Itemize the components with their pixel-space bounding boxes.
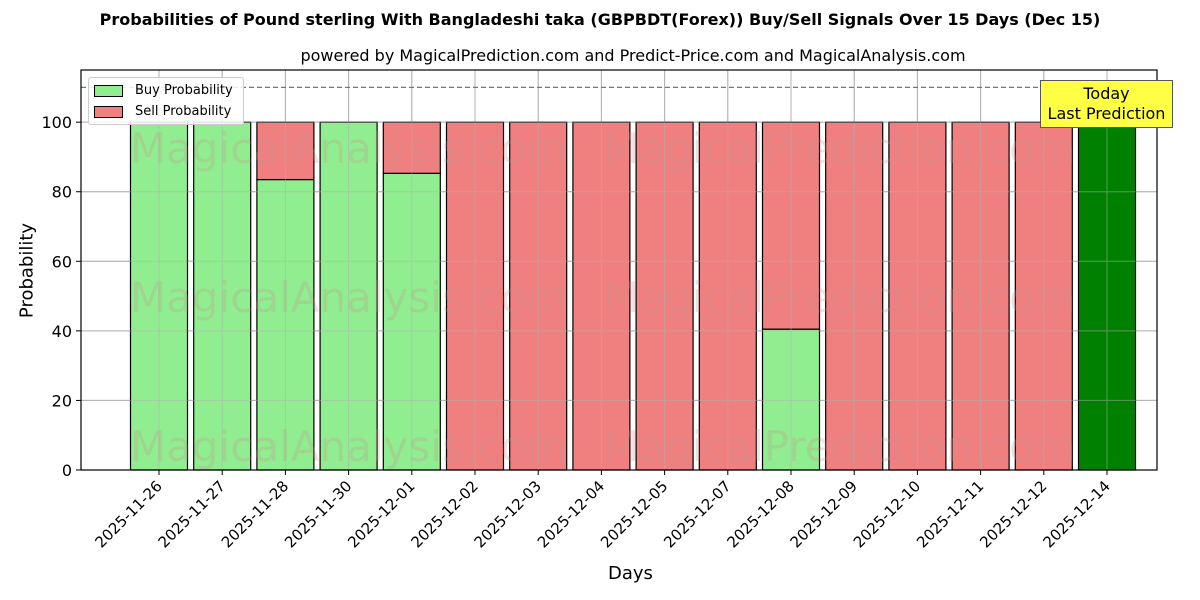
y-tick-label: 40 xyxy=(52,322,72,341)
chart-title: Probabilities of Pound sterling With Ban… xyxy=(99,10,1101,29)
x-tick-label: 2025-12-04 xyxy=(534,477,608,551)
today-annotation-line2: Last Prediction xyxy=(1047,104,1166,123)
legend: Buy Probability Sell Probability xyxy=(88,77,244,125)
y-tick-label: 80 xyxy=(52,183,72,202)
x-tick-label: 2025-12-02 xyxy=(407,477,481,551)
y-ticks: 0 20 40 60 80 100 xyxy=(41,113,81,480)
y-tick-label: 60 xyxy=(52,252,72,271)
buy-swatch-icon xyxy=(94,84,123,97)
sell-swatch-icon xyxy=(94,105,123,118)
x-tick-label: 2025-12-01 xyxy=(344,477,418,551)
watermark-text: MagicalAnalysis.com xyxy=(130,124,567,173)
x-tick-label: 2025-12-10 xyxy=(850,477,924,551)
watermark-text: MagicalPrediction.com xyxy=(603,422,1076,471)
today-annotation: Today Last Prediction xyxy=(1040,80,1173,128)
y-tick-label: 0 xyxy=(62,461,72,480)
x-tick-label: 2025-12-05 xyxy=(597,477,671,551)
x-tick-label: 2025-12-09 xyxy=(787,477,861,551)
legend-sell-label: Sell Probability xyxy=(135,104,232,119)
watermark-text: MagicalAnalysis.com xyxy=(130,422,567,471)
x-tick-label: 2025-11-27 xyxy=(155,477,229,551)
x-tick-label: 2025-11-28 xyxy=(218,477,292,551)
x-tick-label: 2025-11-30 xyxy=(281,477,355,551)
y-tick-label: 100 xyxy=(41,113,72,132)
x-tick-label: 2025-12-07 xyxy=(660,477,734,551)
x-tick-label: 2025-12-03 xyxy=(471,477,545,551)
chart-subtitle: powered by MagicalPrediction.com and Pre… xyxy=(300,46,966,65)
x-axis-label: Days xyxy=(608,563,653,584)
watermarks: MagicalAnalysis.com MagicalPrediction.com… xyxy=(130,124,1076,471)
x-tick-label: 2025-12-14 xyxy=(1039,477,1113,551)
legend-item-sell: Sell Probability xyxy=(94,104,231,119)
y-tick-label: 20 xyxy=(52,391,72,410)
x-tick-label: 2025-12-12 xyxy=(976,477,1050,551)
x-tick-label: 2025-12-08 xyxy=(723,477,797,551)
today-annotation-line1: Today xyxy=(1083,84,1130,103)
x-ticks: 2025-11-262025-11-272025-11-282025-11-30… xyxy=(91,470,1114,551)
legend-item-buy: Buy Probability xyxy=(94,83,233,98)
watermark-text: MagicalAnalysis.com xyxy=(130,273,567,322)
watermark-text: MagicalPrediction.com xyxy=(603,124,1076,173)
x-tick-label: 2025-12-11 xyxy=(913,477,987,551)
axes-frame xyxy=(80,69,1158,471)
legend-buy-label: Buy Probability xyxy=(135,83,233,98)
watermark-text: MagicalPrediction.com xyxy=(603,273,1076,322)
x-tick-label: 2025-11-26 xyxy=(91,477,165,551)
